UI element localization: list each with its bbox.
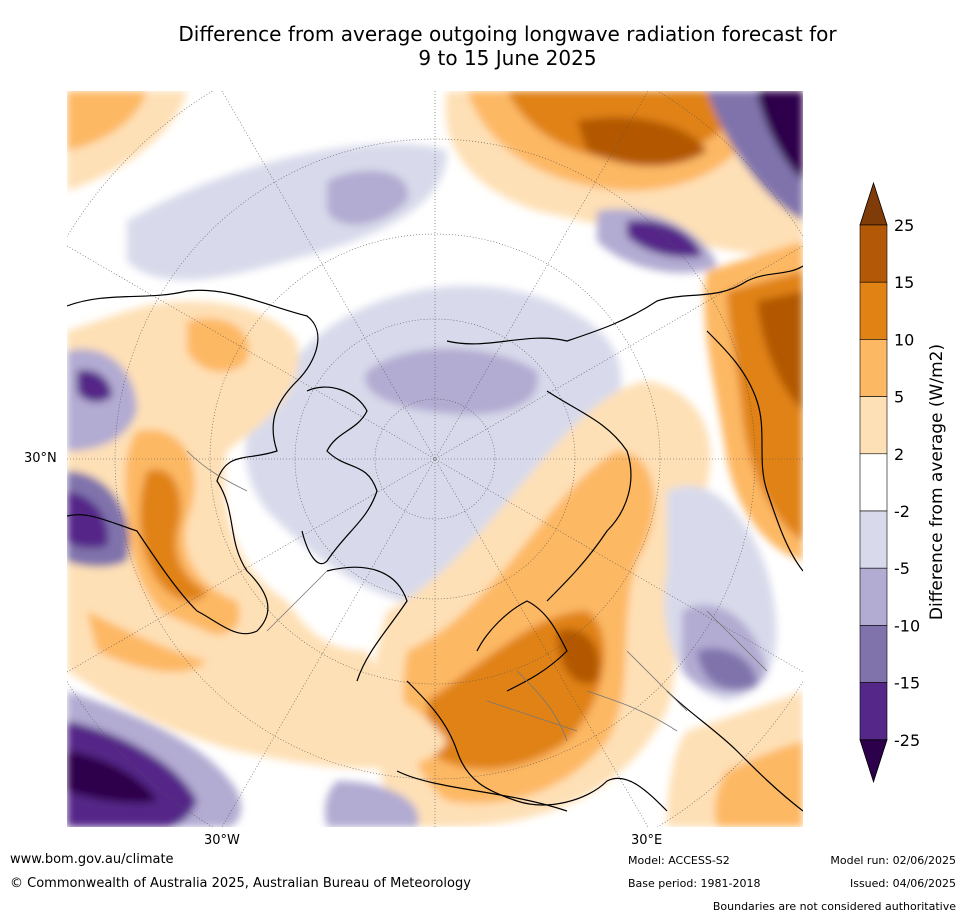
coastline-africa: [396, 770, 568, 812]
coastline-scandinavia: [476, 600, 568, 692]
footer-copyright: © Commonwealth of Australia 2025, Austra…: [10, 876, 471, 891]
graticule: [67, 91, 803, 827]
border-line: [706, 610, 768, 672]
colorbar-group: 25 15 10 5 2 -2 -5 -10 -15 -25: [859, 181, 920, 784]
pacific-positive-max: [577, 117, 707, 166]
colorbar-label: Difference from average (W/m2): [927, 343, 947, 621]
colorbar-tick-label: 5: [894, 388, 904, 407]
colorbar-tick-label: 25: [894, 216, 914, 235]
colorbar-bin: [859, 510, 888, 569]
country-borders: [186, 450, 768, 742]
coastline-greenland: [326, 566, 408, 682]
footer-base-period: Base period: 1981-2018: [628, 877, 761, 890]
footer-model-run: Model run: 02/06/2025: [830, 854, 956, 867]
colorbar-tick-label: -15: [894, 674, 920, 693]
colorbar-bin: [859, 396, 888, 455]
coastlines: [67, 265, 803, 812]
map-svg: [67, 91, 803, 827]
coastline-north-america: [67, 289, 319, 635]
border-line: [486, 700, 578, 732]
southeast-positive-core: [715, 741, 803, 827]
colorbar-bin: [859, 682, 888, 741]
meridian: [67, 245, 803, 673]
meridian: [221, 91, 649, 827]
asia-positive-max: [757, 291, 803, 411]
lat-label-30n: 30°N: [24, 451, 57, 466]
north-atlantic-positive-core: [87, 611, 207, 672]
footer-model: Model: ACCESS-S2: [628, 854, 730, 867]
border-line: [586, 690, 678, 732]
northwest-positive-core: [67, 91, 147, 151]
border-line: [626, 650, 688, 712]
coastline-eurasia-north: [446, 265, 803, 345]
coastline-arctic-islands: [301, 386, 378, 565]
colorbar-tick-label: -2: [894, 502, 910, 521]
coastline-east-asia: [706, 330, 803, 572]
colorbar-bin: [859, 567, 888, 626]
north-atlantic-positive-band: [67, 571, 447, 769]
polar-negative-core: [365, 348, 539, 415]
footer-website: www.bom.gov.au/climate: [10, 852, 174, 867]
southwest-negative-inner: [67, 721, 197, 827]
border-line: [266, 570, 328, 632]
colorbar-bin: [859, 281, 888, 340]
meridian: [221, 91, 649, 827]
northwest-negative-core: [327, 170, 409, 225]
north-america-positive-core: [140, 469, 207, 602]
colorbar-bin: [859, 224, 888, 283]
border-line: [186, 450, 248, 492]
colorbar-bin: [859, 453, 888, 512]
colorbar-extend-top: [859, 181, 888, 226]
footer-disclaimer: Boundaries are not considered authoritat…: [712, 900, 956, 913]
olr-anomaly-map: [67, 91, 803, 827]
colorbar-bin: [859, 625, 888, 683]
eurasia-positive-max: [557, 629, 600, 684]
east-pacific-negative-core: [67, 491, 108, 549]
colorbar-tick-label: 2: [894, 445, 904, 464]
coastline-europe: [406, 680, 668, 812]
coastline-siberia: [546, 390, 632, 602]
colorbar-tick-label: -10: [894, 616, 920, 635]
meridian: [67, 245, 803, 673]
graticule-circle: [374, 398, 496, 520]
anomaly-field: [67, 91, 803, 827]
colorbar-extend-bottom: [859, 739, 888, 784]
lon-label-30e: 30°E: [631, 833, 663, 848]
title-line-2: 9 to 15 June 2025: [418, 46, 597, 70]
graticule-circle: [209, 233, 661, 685]
lon-label-30w: 30°W: [204, 833, 240, 848]
chart-title: Difference from average outgoing longwav…: [40, 22, 965, 70]
coastline-middle-east: [666, 690, 803, 812]
west-pacific-negative-core: [77, 370, 112, 403]
southwest-negative-core: [67, 751, 157, 803]
africa-negative-region: [325, 781, 419, 827]
colorbar-tick-label: -5: [894, 559, 910, 578]
colorbar-tick-label: 10: [894, 330, 914, 349]
colorbar-tick-label: -25: [894, 731, 920, 750]
middle-east-negative-core: [697, 648, 757, 690]
border-line: [516, 670, 568, 742]
footer-issued: Issued: 04/06/2025: [849, 877, 956, 890]
colorbar-bin: [859, 339, 888, 397]
northeast-negative-core: [757, 91, 803, 181]
east-asia-negative-core: [627, 220, 702, 258]
title-line-1: Difference from average outgoing longwav…: [178, 22, 837, 46]
colorbar-tick-label: 15: [894, 273, 914, 292]
